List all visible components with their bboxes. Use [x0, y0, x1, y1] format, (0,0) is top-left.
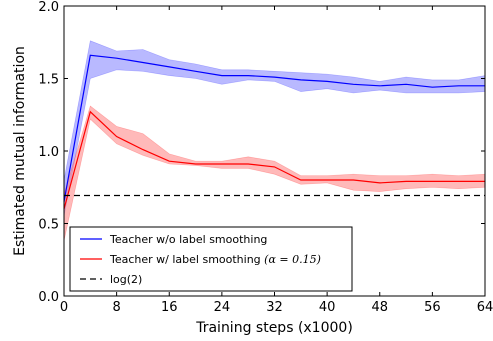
legend-label: Teacher w/ label smoothing (α = 0.15): [109, 253, 321, 266]
x-tick-label: 56: [424, 300, 441, 315]
legend-label-math: (α = 0.15): [261, 253, 321, 266]
legend-label: log(2): [110, 273, 142, 286]
x-tick-label: 8: [112, 300, 120, 315]
legend: Teacher w/o label smoothing Teacher w/ la…: [69, 226, 353, 292]
y-axis-label: Estimated mutual information: [12, 46, 28, 256]
series-0-line: [63, 54, 485, 202]
y-tick-label: 2.0: [38, 0, 59, 15]
x-axis-label: Training steps (x1000): [195, 320, 353, 336]
confidence-bands: [63, 40, 486, 241]
x-tick-label: 40: [319, 300, 336, 315]
x-tick-label: 24: [214, 300, 231, 315]
legend-entries: Teacher w/o label smoothing Teacher w/ la…: [80, 233, 321, 286]
x-tick-label: 64: [477, 300, 493, 315]
x-tick-label: 32: [266, 300, 283, 315]
series-1-band: [63, 105, 486, 241]
y-axis-ticks: 0.0 0.5 1.0 1.5 2.0: [38, 0, 485, 305]
series-0-band: [63, 40, 486, 217]
y-tick-label: 1.5: [38, 73, 59, 88]
x-tick-label: 48: [371, 300, 388, 315]
x-tick-label: 0: [60, 300, 68, 315]
y-tick-label: 0.0: [38, 290, 59, 305]
series-1-line: [63, 110, 485, 210]
y-tick-label: 1.0: [38, 145, 59, 160]
legend-box: [69, 226, 353, 292]
y-tick-label: 0.5: [38, 218, 59, 233]
series-lines: [63, 54, 485, 210]
x-axis-ticks: 0 8 16 24 32 40 48 56 64: [60, 6, 493, 315]
legend-label: Teacher w/o label smoothing: [109, 233, 267, 246]
x-tick-label: 16: [161, 300, 178, 315]
